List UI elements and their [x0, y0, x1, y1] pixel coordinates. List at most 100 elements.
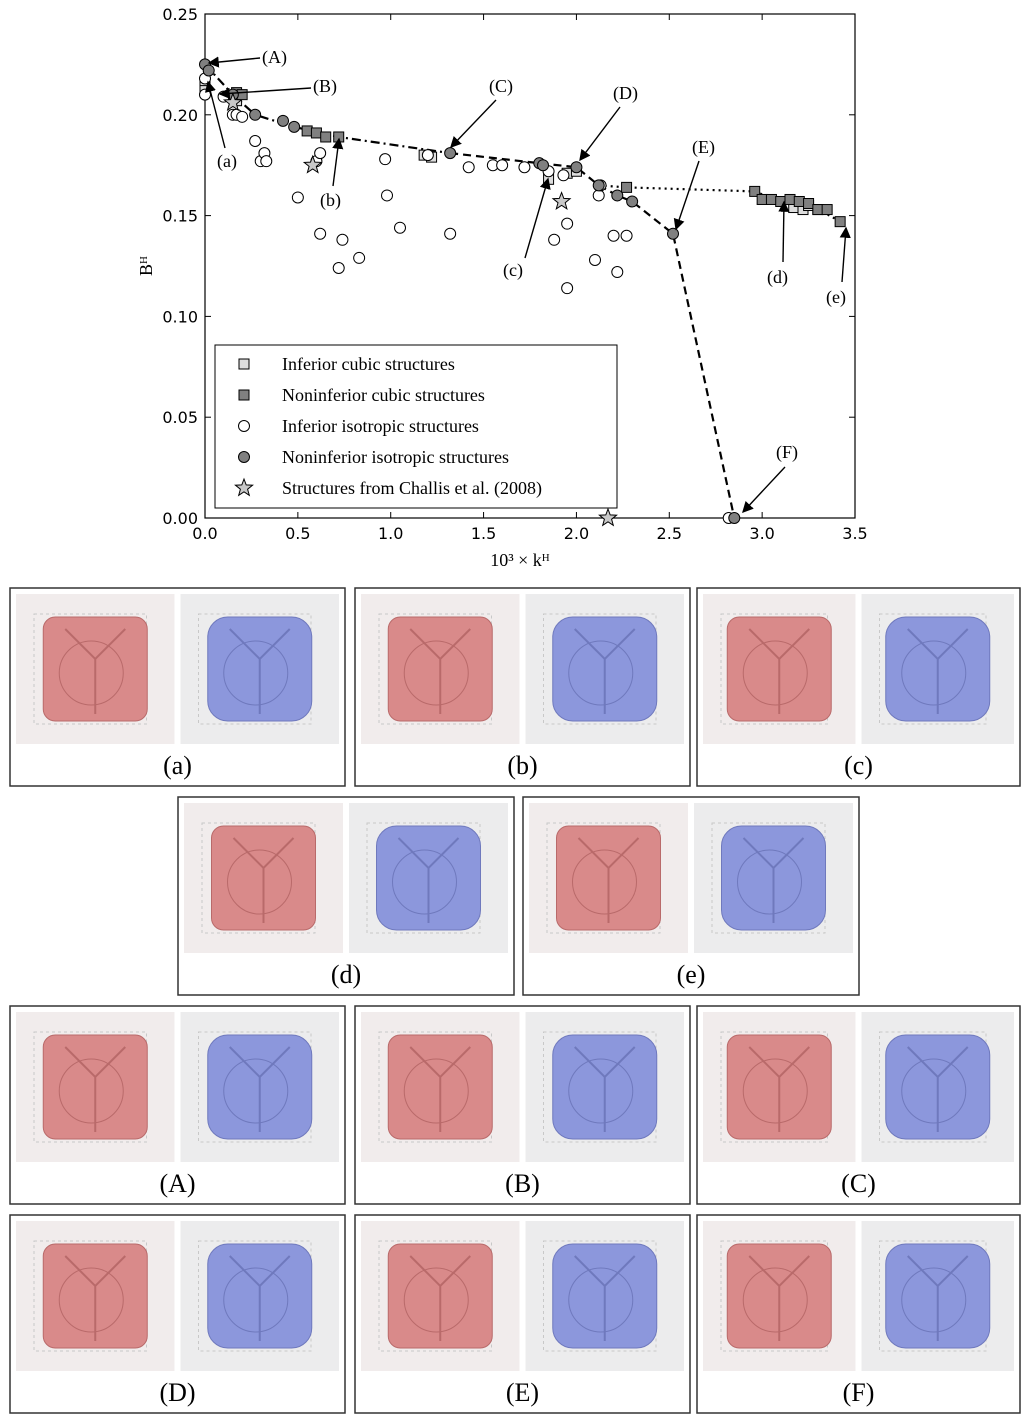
structure-face: [738, 850, 802, 914]
circle-marker: [549, 234, 560, 245]
x-tick-label: 1.5: [471, 524, 496, 543]
panel-label: (E): [506, 1378, 539, 1407]
panel: (F): [697, 1215, 1020, 1413]
panel: (D): [10, 1215, 345, 1413]
circle-marker: [239, 421, 250, 432]
circle-marker: [250, 136, 261, 147]
square-marker: [835, 217, 845, 227]
structure-face: [224, 1059, 288, 1123]
square-marker: [822, 205, 832, 215]
circle-marker: [562, 218, 573, 229]
circle-marker: [445, 148, 456, 159]
x-tick-label: 3.0: [749, 524, 774, 543]
circle-marker: [668, 228, 679, 239]
circle-marker: [608, 230, 619, 241]
structure-face: [404, 641, 468, 705]
panel-label: (a): [163, 751, 192, 780]
structure-face: [743, 1059, 807, 1123]
annotation: (e): [826, 287, 846, 308]
x-axis-label: 10³ × kᴴ: [490, 550, 550, 570]
circle-marker: [203, 65, 214, 76]
annotation: (c): [503, 260, 523, 281]
square-marker: [804, 199, 814, 209]
circle-marker: [237, 111, 248, 122]
panel-label: (e): [677, 960, 706, 989]
arrow: [451, 100, 496, 147]
annotation: (b): [320, 190, 341, 211]
circle-marker: [571, 162, 582, 173]
y-axis-label: Bᴴ: [136, 256, 156, 276]
circle-marker: [593, 180, 604, 191]
structure-face: [902, 1268, 966, 1332]
annotation: (D): [613, 83, 638, 104]
panel: (E): [355, 1215, 690, 1413]
circle-marker: [463, 162, 474, 173]
square-marker: [813, 205, 823, 215]
circle-marker: [354, 252, 365, 263]
arrow: [676, 161, 699, 229]
circle-marker: [380, 154, 391, 165]
circle-marker: [422, 150, 433, 161]
y-tick-label: 0.20: [162, 106, 198, 125]
circle-marker: [558, 170, 569, 181]
legend-label: Noninferior cubic structures: [282, 385, 485, 405]
circle-marker: [497, 160, 508, 171]
square-marker: [239, 359, 249, 369]
x-tick-label: 2.5: [657, 524, 682, 543]
panel: (a): [10, 588, 345, 786]
structure-face: [393, 850, 457, 914]
x-tick-label: 0.5: [285, 524, 310, 543]
circle-marker: [333, 263, 344, 274]
structure-face: [902, 641, 966, 705]
circle-marker: [445, 228, 456, 239]
annotation: (C): [489, 76, 513, 97]
circle-marker: [292, 192, 303, 203]
star-marker: [599, 509, 616, 525]
structure-face: [59, 1059, 123, 1123]
circle-marker: [590, 254, 601, 265]
star-marker: [553, 193, 570, 209]
panel-label: (b): [507, 751, 537, 780]
structure-face: [224, 641, 288, 705]
circle-marker: [612, 190, 623, 201]
panel-label: (A): [159, 1169, 195, 1198]
annotation: (A): [262, 47, 287, 68]
circle-marker: [278, 115, 289, 126]
circle-marker: [289, 121, 300, 132]
circle-marker: [395, 222, 406, 233]
panels: (a)(b)(c)(d)(e)(A)(B)(C)(D)(E)(F): [10, 588, 1020, 1413]
panel: (e): [523, 797, 859, 995]
arrow: [525, 179, 548, 258]
arrow: [743, 467, 785, 512]
square-marker: [302, 126, 312, 136]
x-tick-label: 1.0: [378, 524, 403, 543]
figure: 0.00.51.01.52.02.53.03.50.000.050.100.15…: [0, 0, 1022, 1415]
structure-face: [569, 641, 633, 705]
square-marker: [785, 194, 795, 204]
structure-face: [404, 1268, 468, 1332]
circle-marker: [538, 160, 549, 171]
structure-face: [569, 1268, 633, 1332]
panel: (B): [355, 1006, 690, 1204]
y-tick-label: 0.10: [162, 307, 198, 326]
panel-label: (C): [841, 1169, 876, 1198]
structure-face: [404, 1059, 468, 1123]
circle-marker: [337, 234, 348, 245]
circle-marker: [519, 162, 530, 173]
annotation: (F): [776, 442, 798, 463]
panel: (b): [355, 588, 690, 786]
circle-marker: [239, 452, 250, 463]
circle-marker: [612, 267, 623, 278]
panel: (C): [697, 1006, 1020, 1204]
y-tick-label: 0.25: [162, 5, 198, 24]
panel: (A): [10, 1006, 345, 1204]
structure-face: [224, 1268, 288, 1332]
panel-label: (D): [159, 1378, 195, 1407]
arrow: [783, 202, 784, 262]
circle-marker: [261, 156, 272, 167]
y-tick-label: 0.00: [162, 509, 198, 528]
structure-face: [902, 1059, 966, 1123]
annotation: (d): [767, 267, 788, 288]
circle-marker: [562, 283, 573, 294]
legend-label: Noninferior isotropic structures: [282, 447, 509, 467]
